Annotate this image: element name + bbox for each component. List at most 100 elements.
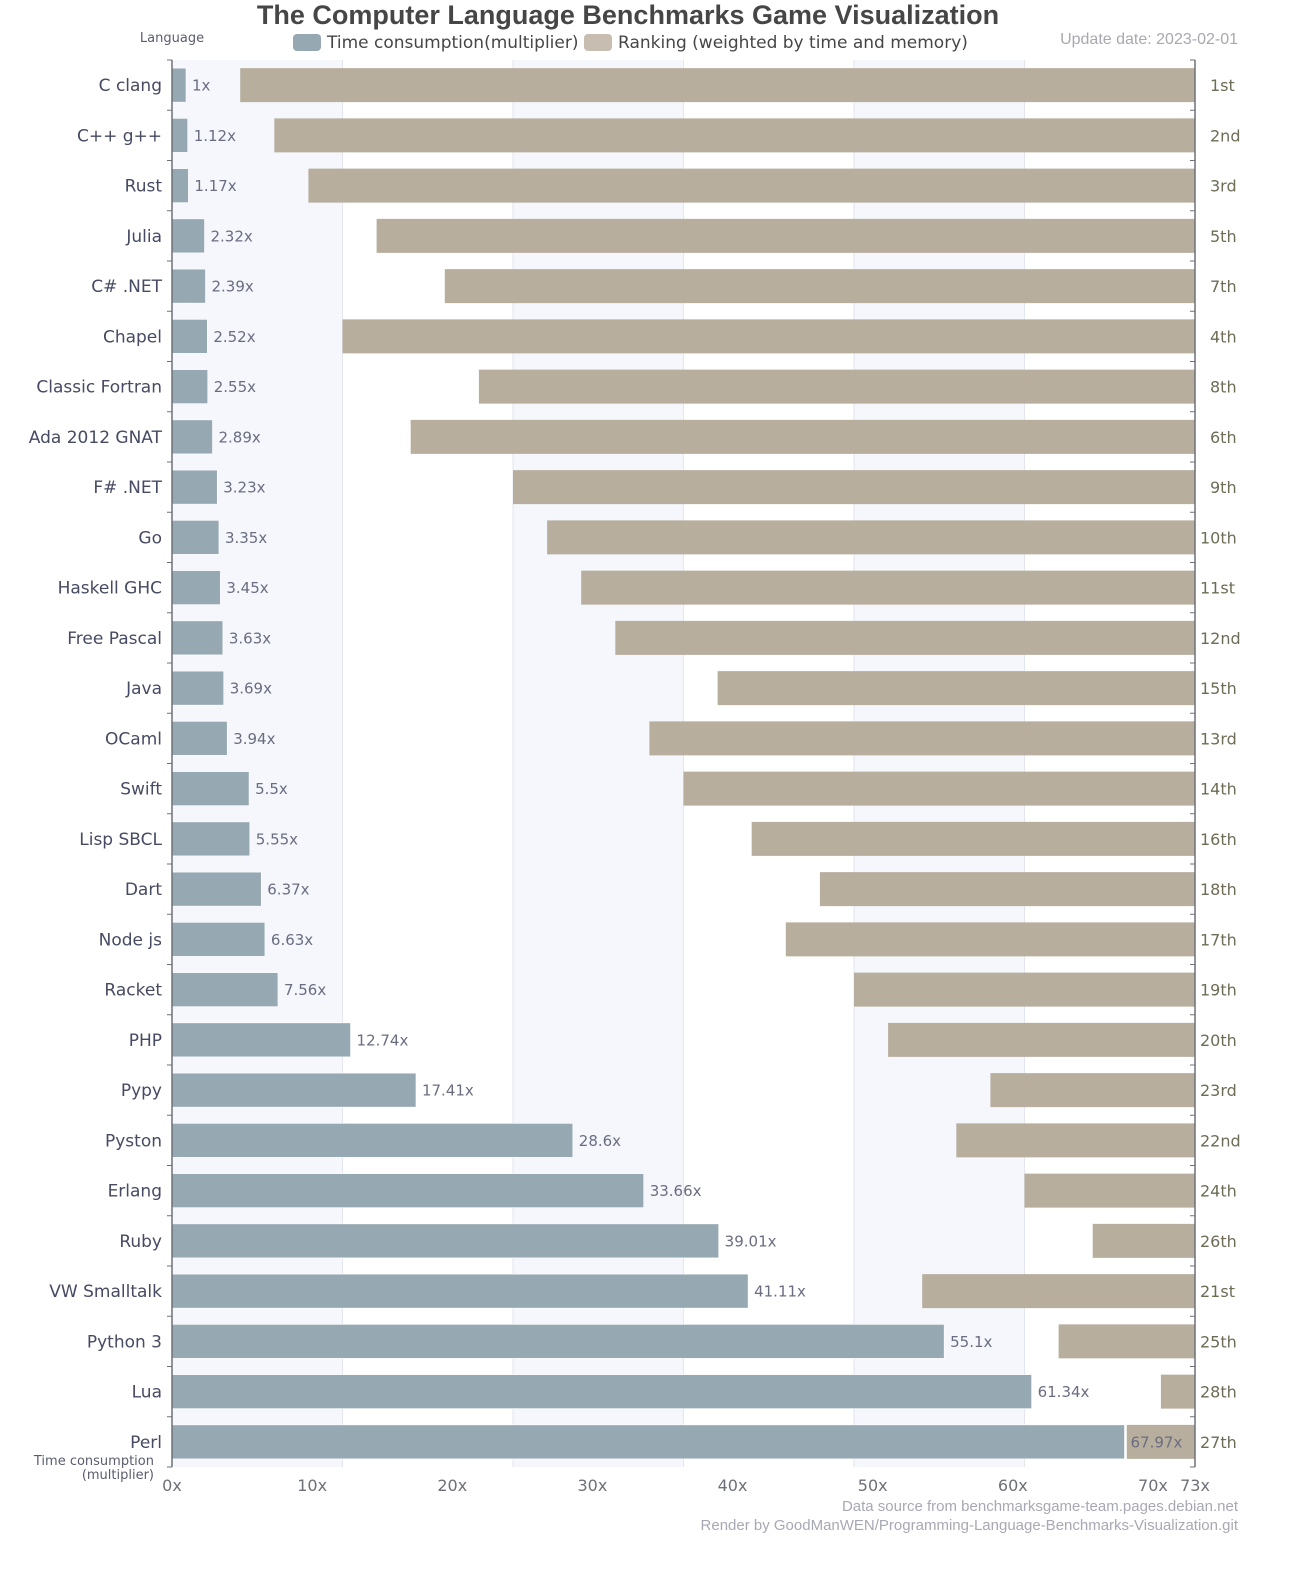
category-label: Racket	[104, 981, 162, 1001]
time-value-label: 28.6x	[579, 1132, 621, 1150]
time-value-label: 55.1x	[950, 1333, 992, 1351]
rank-label: 3rd	[1210, 177, 1237, 196]
category-label: Free Pascal	[67, 629, 162, 649]
category-label: Chapel	[103, 327, 162, 347]
time-value-labels: 1x 1.12x 1.17x 2.32x 2.39x 2.52x 2.55x 2.89x 3.2…	[192, 77, 1182, 1452]
time-value-label: 5.55x	[256, 830, 298, 848]
rank-label: 10th	[1200, 528, 1237, 547]
ranking-bar	[751, 821, 1195, 856]
time-bar	[171, 1173, 645, 1208]
rank-label: 16th	[1200, 830, 1237, 849]
x-tick-label: 60x	[998, 1476, 1028, 1495]
rank-label: 2nd	[1210, 126, 1240, 145]
rank-label: 11st	[1200, 579, 1235, 598]
rank-label: 19th	[1200, 981, 1237, 1000]
time-bar	[171, 570, 221, 605]
rank-label: 9th	[1210, 478, 1237, 497]
ranking-bar	[1058, 1324, 1195, 1359]
rank-label: 26th	[1200, 1232, 1237, 1251]
time-bar	[171, 972, 279, 1007]
rank-label: 6th	[1210, 428, 1237, 447]
time-bar	[171, 369, 209, 404]
rank-label: 24th	[1200, 1182, 1237, 1201]
ranking-bar	[547, 520, 1195, 555]
x-tick-label: 50x	[858, 1476, 888, 1495]
ranking-bar	[1092, 1223, 1195, 1258]
rank-label: 27th	[1200, 1433, 1237, 1452]
chart-title: The Computer Language Benchmarks Game Vi…	[257, 0, 999, 30]
legend-item-ranking[interactable]: Ranking (weighted by time and memory)	[584, 33, 968, 53]
time-bar	[171, 721, 228, 756]
x-tick-label: 10x	[297, 1476, 327, 1495]
time-bar	[171, 1072, 417, 1108]
legend-item-time[interactable]: Time consumption(multiplier)	[293, 33, 578, 53]
time-value-label: 33.66x	[650, 1182, 702, 1200]
category-label: Julia	[125, 227, 162, 247]
rank-label: 21st	[1200, 1282, 1235, 1301]
category-label: Go	[138, 528, 162, 548]
footer-data-source: Data source from benchmarksgame-team.pag…	[842, 1498, 1239, 1515]
ranking-bar	[308, 168, 1195, 203]
time-value-label: 17.41x	[422, 1082, 474, 1100]
category-label: Dart	[125, 880, 162, 900]
time-bar	[171, 1374, 1032, 1409]
time-value-label: 3.69x	[230, 680, 272, 698]
x-tick-label: 40x	[718, 1476, 748, 1495]
time-series	[171, 67, 1125, 1460]
time-value-label: 6.37x	[267, 881, 309, 899]
rank-label: 17th	[1200, 930, 1237, 949]
category-label: Pypy	[121, 1081, 162, 1101]
time-value-label: 41.11x	[754, 1283, 806, 1301]
time-bar	[171, 1424, 1125, 1460]
ranking-bar	[581, 570, 1195, 605]
time-bar	[171, 268, 206, 304]
category-label: C clang	[99, 76, 162, 96]
time-bar	[171, 319, 208, 354]
ranking-bar	[888, 1022, 1195, 1057]
time-value-label: 3.35x	[225, 529, 267, 547]
ranking-bar	[1126, 1424, 1195, 1459]
time-bar	[171, 1022, 351, 1058]
rank-label: 14th	[1200, 780, 1237, 799]
ranking-bar	[990, 1073, 1195, 1108]
legend-swatch-time	[293, 34, 321, 51]
y-axis-name: Language	[140, 31, 204, 46]
x-tick-label: 20x	[437, 1476, 467, 1495]
x-tick-label: 0x	[162, 1476, 182, 1495]
time-bar	[171, 821, 251, 857]
time-value-label: 7.56x	[284, 981, 326, 999]
ranking-bar	[649, 721, 1195, 756]
time-bar	[171, 620, 224, 656]
rank-label: 28th	[1200, 1383, 1237, 1402]
ranking-bar	[410, 419, 1195, 454]
time-value-label: 2.55x	[214, 378, 256, 396]
x-tick-label: 70x	[1138, 1476, 1168, 1495]
category-label: Pyston	[105, 1131, 162, 1151]
category-label: Haskell GHC	[58, 579, 162, 599]
rank-label: 22nd	[1200, 1131, 1241, 1150]
category-labels: C clang C++ g++ Rust Julia C# .NET Chapel Clas…	[29, 76, 163, 1453]
category-label: VW Smalltalk	[49, 1282, 162, 1302]
ranking-bar	[1160, 1374, 1195, 1409]
category-label: Ruby	[119, 1232, 162, 1252]
ranking-bar	[854, 972, 1195, 1007]
rank-labels: 1st 2nd 3rd 5th 7th 4th 8th 6th 9th 10th 11st 12nd 1…	[1200, 76, 1241, 1452]
category-label: Python 3	[87, 1332, 162, 1352]
time-bar	[171, 469, 218, 505]
x-axis-name-line2: (multiplier)	[82, 1468, 154, 1483]
ranking-bar	[956, 1123, 1195, 1158]
rank-label: 8th	[1210, 378, 1237, 397]
ranking-bar	[376, 218, 1196, 253]
ranking-bar	[1024, 1173, 1195, 1208]
category-label: Perl	[130, 1433, 162, 1453]
time-value-label: 1.17x	[194, 177, 236, 195]
ranking-series	[240, 68, 1196, 1459]
time-bar	[171, 1273, 749, 1309]
rank-label: 12nd	[1200, 629, 1241, 648]
time-value-label: 67.97x	[1131, 1433, 1183, 1451]
category-label: Lua	[132, 1383, 162, 1403]
time-bar	[171, 419, 213, 455]
rank-label: 7th	[1210, 277, 1237, 296]
rank-label: 20th	[1200, 1031, 1237, 1050]
